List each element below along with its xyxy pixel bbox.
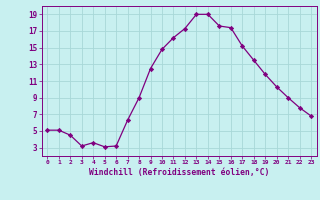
X-axis label: Windchill (Refroidissement éolien,°C): Windchill (Refroidissement éolien,°C) xyxy=(89,168,269,177)
